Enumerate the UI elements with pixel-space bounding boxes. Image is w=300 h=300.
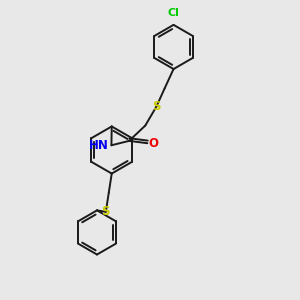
Text: S: S [102,205,110,218]
Text: HN: HN [88,139,109,152]
Text: S: S [152,100,161,113]
Text: Cl: Cl [168,8,179,18]
Text: O: O [148,137,158,150]
